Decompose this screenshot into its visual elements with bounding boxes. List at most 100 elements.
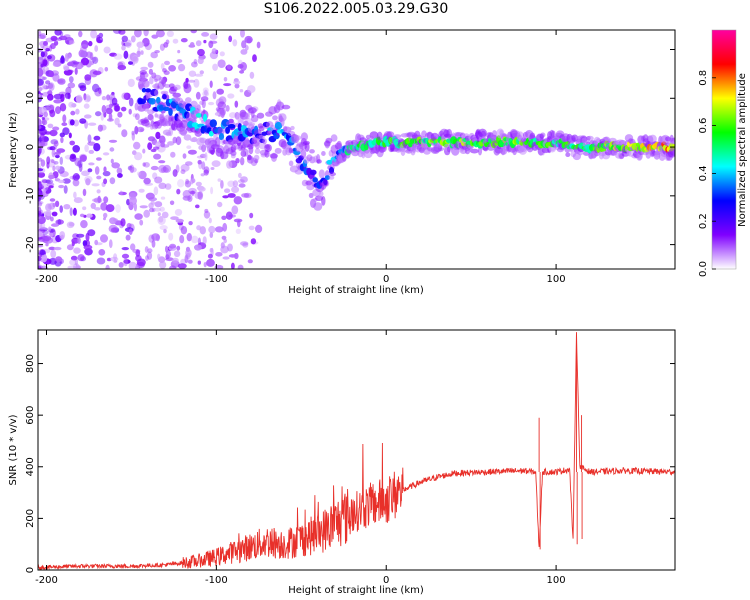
spectrogram-cell [232,180,239,188]
spectrogram-cell [72,145,80,153]
spectrogram-cell [123,50,129,59]
spectrogram-cell [325,137,333,144]
spectrogram-cell [168,87,177,95]
spectrogram-cell [128,108,132,115]
spectrogram-cell [240,241,249,246]
spectrogram-cell [247,259,253,264]
spectrogram-cell [64,92,71,99]
spectrogram-cell [85,178,91,186]
spectrogram-cell [180,38,188,43]
spectrogram-cell [79,213,85,218]
spectrogram-cell [309,169,317,176]
spectrogram-cell [305,180,313,186]
spectrogram-cell [274,121,283,130]
spectrogram-cell [255,224,263,233]
spectrogram-cell [185,161,193,166]
spectrogram-cell [169,243,177,249]
spectrogram-cell [55,106,61,115]
spectrogram-cell [127,78,135,88]
spectrogram-cell [103,196,109,204]
spectrogram-cell [87,229,96,237]
y-tick-label: 0 [25,144,36,150]
spectrogram-cell [53,93,63,100]
spectrogram-cell [293,134,300,144]
spectrogram-cell [315,195,323,202]
spectrogram-cell [176,59,183,63]
spectrogram-cell [88,40,93,47]
spectrogram-cell [209,119,217,128]
snr-background [38,330,675,570]
spectrogram-cell [136,50,141,57]
spectrogram-cell [41,83,47,90]
spectrogram-cell [238,179,245,184]
spectrogram-cell [160,90,169,95]
spectrogram-cell [227,124,236,129]
spectrogram-cell [111,162,120,169]
spectrogram-cell [102,170,111,177]
spectrogram-cell [75,94,83,104]
spectrogram-cell [228,35,233,43]
spectrogram-cell [121,35,128,42]
spectrogram-cell [217,178,222,182]
spectrogram-cell [143,209,150,218]
spectrogram-cell [38,266,42,269]
spectrogram-cell [201,161,206,170]
y-tick-label: 600 [25,406,36,425]
spectrogram-cell [142,80,150,88]
spectrogram-cell [109,177,116,185]
spectrogram-cell [191,235,199,244]
colorbar-tick-label: 0.4 [698,165,709,181]
spectrogram-cell [131,55,139,64]
spectrogram-cell [78,49,85,58]
spectrogram-cell [208,101,215,106]
spectrogram-cell [203,262,207,268]
spectrogram-cell [197,159,202,165]
spectrogram-cell [81,170,90,177]
spectrogram-cell [231,186,240,194]
spectrogram-cell [203,113,208,123]
spectrogram-cell [135,249,141,257]
spectrogram-xlabel: Height of straight line (km) [288,285,424,296]
spectrogram-cell [225,105,230,112]
spectrogram-cell [46,156,51,165]
spectrogram-cell [53,246,62,251]
spectrogram-cell [79,85,87,92]
spectrogram-cell [227,243,233,252]
spectrogram-cell [83,94,91,103]
spectrogram-cell [72,61,80,65]
spectrogram-cell [240,148,246,157]
spectrogram-cell [165,39,170,45]
spectrogram-cell [309,149,315,154]
spectrogram-cell [206,258,215,267]
y-tick-label: 20 [25,43,36,56]
spectrogram-cell [249,212,254,219]
spectrogram-cell [669,146,675,156]
spectrogram-cell [138,170,147,180]
spectrogram-cell [38,197,41,202]
spectrogram-cell [51,223,59,227]
spectrogram-cell [176,245,181,251]
spectrogram-cell [146,251,153,260]
spectrogram-cell [87,134,92,143]
spectrogram-cell [233,196,243,205]
spectrogram-cell [225,126,231,134]
snr-panel: -200 -100 0 100 0 200 400 600 800 Height of stra… [8,329,676,596]
spectrogram-cell [145,88,152,93]
spectrogram-cell [114,117,120,126]
spectrogram-cell [191,61,198,68]
spectrogram-cell [239,89,244,93]
spectrogram-cell [66,69,74,74]
spectrogram-cell [38,118,42,126]
spectrogram-cell [46,55,52,60]
spectrogram-cell [211,160,221,168]
spectrogram-cell [238,183,246,188]
spectrogram-cell [144,246,149,253]
spectrogram-cell [86,51,93,58]
spectrogram-cell [79,154,87,162]
spectrogram-cell [62,114,67,123]
spectrogram-cell [52,73,60,82]
x-tick-label: -100 [205,274,228,285]
spectrogram-cell [190,178,194,185]
spectrogram-cell [87,122,97,126]
